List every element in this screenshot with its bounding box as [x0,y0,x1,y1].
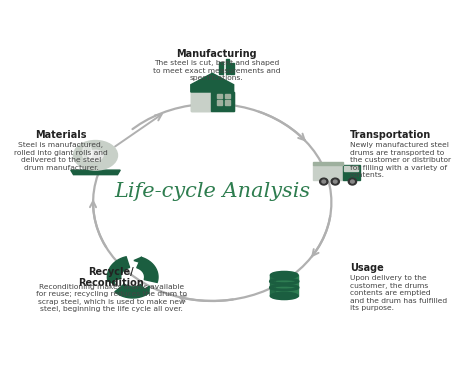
Bar [219,62,223,74]
Text: Usage: Usage [350,263,383,273]
Text: Manufacturing: Manufacturing [176,49,257,59]
Text: Recycle/
Recondition: Recycle/ Recondition [79,267,144,288]
Polygon shape [211,92,234,111]
Circle shape [331,178,339,185]
Bar [313,165,343,180]
Circle shape [348,178,356,185]
Text: The steel is cut, bent and shaped
to meet exact measurements and
specifications.: The steel is cut, bent and shaped to mee… [153,60,281,81]
Ellipse shape [73,141,118,170]
Polygon shape [108,257,129,281]
Circle shape [333,180,337,183]
Circle shape [319,178,328,185]
Polygon shape [191,92,211,111]
Text: Newly manufactured steel
drums are transported to
the customer or distributor
fo: Newly manufactured steel drums are trans… [350,142,451,178]
Text: Transportation: Transportation [350,130,431,140]
Text: Upon delivery to the
customer, the drums
contents are emptied
and the drum has f: Upon delivery to the customer, the drums… [350,275,447,311]
Polygon shape [191,92,234,111]
Bar [217,100,222,105]
Text: Materials: Materials [35,130,87,140]
Polygon shape [191,73,234,92]
Ellipse shape [88,150,103,160]
Bar [226,59,229,74]
Bar [217,94,222,98]
Bar [270,275,275,296]
Polygon shape [345,167,358,171]
Bar [230,63,234,74]
Bar [225,100,230,105]
Polygon shape [141,286,149,293]
Text: Reconditioning makes drums available
for reuse; recycling reduces the drum to
sc: Reconditioning makes drums available for… [36,284,187,312]
Ellipse shape [270,272,298,279]
Circle shape [351,180,354,183]
Polygon shape [134,257,145,264]
Polygon shape [137,257,158,282]
Polygon shape [313,162,343,165]
Polygon shape [343,165,360,180]
Ellipse shape [82,145,92,161]
Polygon shape [71,170,120,175]
Text: Life-cycle Analysis: Life-cycle Analysis [114,181,310,201]
Circle shape [322,180,326,183]
Polygon shape [115,284,149,298]
Bar [270,275,298,296]
Text: Steel is manufactured,
rolled into giant rolls and
delivered to the steel
drum m: Steel is manufactured, rolled into giant… [14,142,108,171]
Bar [225,94,230,98]
Ellipse shape [270,292,298,299]
Polygon shape [108,275,115,284]
